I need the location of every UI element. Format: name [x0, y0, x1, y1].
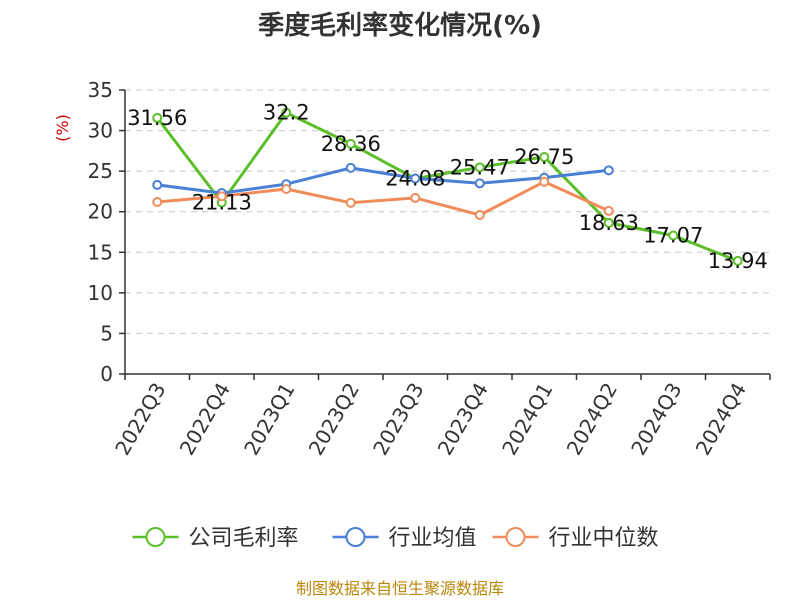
data-point: [216, 191, 227, 202]
data-label: 28.36: [321, 132, 381, 156]
data-point: [345, 162, 356, 173]
x-tick-label: 2024Q3: [626, 379, 686, 460]
y-tick-label: 20: [88, 200, 113, 224]
data-source: 制图数据来自恒生聚源数据库: [296, 579, 504, 598]
x-tick-label: 2024Q1: [497, 379, 557, 460]
x-tick-label: 2023Q4: [433, 379, 493, 460]
x-tick-label: 2024Q2: [562, 379, 622, 460]
data-point: [474, 162, 485, 173]
data-point: [410, 192, 421, 203]
chart-title: 季度毛利率变化情况(%): [258, 10, 542, 41]
data-point: [474, 178, 485, 189]
y-tick-label: 35: [88, 78, 113, 102]
data-point: [410, 173, 421, 184]
legend-label: 公司毛利率: [189, 526, 299, 551]
legend-item-3[interactable]: 行业中位数: [492, 526, 659, 551]
legend-marker-icon: [145, 527, 166, 547]
data-label: 24.08: [385, 167, 445, 191]
data-label: 18.63: [579, 211, 639, 235]
data-label: 32.2: [263, 101, 310, 125]
legend-item-1[interactable]: 公司毛利率: [132, 526, 299, 551]
series-line-3: [157, 180, 610, 217]
data-point: [281, 183, 292, 194]
data-point: [152, 112, 163, 123]
data-label: 25.47: [450, 155, 510, 179]
x-tick-label: 2022Q3: [110, 379, 170, 460]
data-label: 21.13: [192, 191, 252, 215]
series-line-2: [157, 166, 609, 195]
data-point: [539, 176, 550, 187]
data-point: [732, 255, 743, 266]
legend-label: 行业均值: [389, 526, 477, 551]
grid: [125, 89, 770, 334]
data-point: [345, 197, 356, 208]
data-label: 17.07: [643, 223, 703, 247]
legend[interactable]: 公司毛利率 行业均值 行业中位数: [132, 526, 659, 551]
data-label: 26.75: [514, 145, 574, 169]
data-point: [539, 151, 550, 162]
y-tick-label: 0: [100, 362, 113, 386]
data-point: [152, 196, 163, 207]
x-tick-label: 2023Q3: [368, 379, 428, 460]
data-point: [152, 179, 163, 190]
y-tick-label: 30: [88, 119, 113, 143]
series-line-1: [156, 111, 739, 263]
legend-item-2[interactable]: 行业均值: [332, 526, 477, 551]
x-tick-label: 2023Q2: [304, 379, 364, 460]
legend-marker-icon: [505, 527, 526, 547]
y-tick-label: 5: [100, 321, 113, 345]
data-label: 13.94: [708, 249, 768, 273]
y-tick-label: 25: [88, 159, 113, 183]
data-point: [345, 138, 356, 149]
x-tick-label: 2023Q1: [239, 379, 299, 460]
data-point: [603, 217, 614, 228]
legend-label: 行业中位数: [549, 526, 659, 551]
y-axis-label: (%): [53, 114, 72, 142]
data-label: 31.56: [127, 106, 187, 130]
data-point: [668, 230, 679, 241]
legend-marker-icon: [345, 527, 366, 547]
data-point: [281, 107, 292, 118]
data-point: [603, 165, 614, 176]
data-point: [474, 209, 485, 220]
x-tick-label: 2024Q4: [691, 379, 751, 460]
data-point: [603, 205, 614, 216]
y-tick-label: 15: [88, 240, 113, 264]
y-tick-label: 10: [88, 281, 113, 305]
x-tick-label: 2022Q4: [175, 379, 235, 460]
series-layer: [152, 107, 743, 266]
